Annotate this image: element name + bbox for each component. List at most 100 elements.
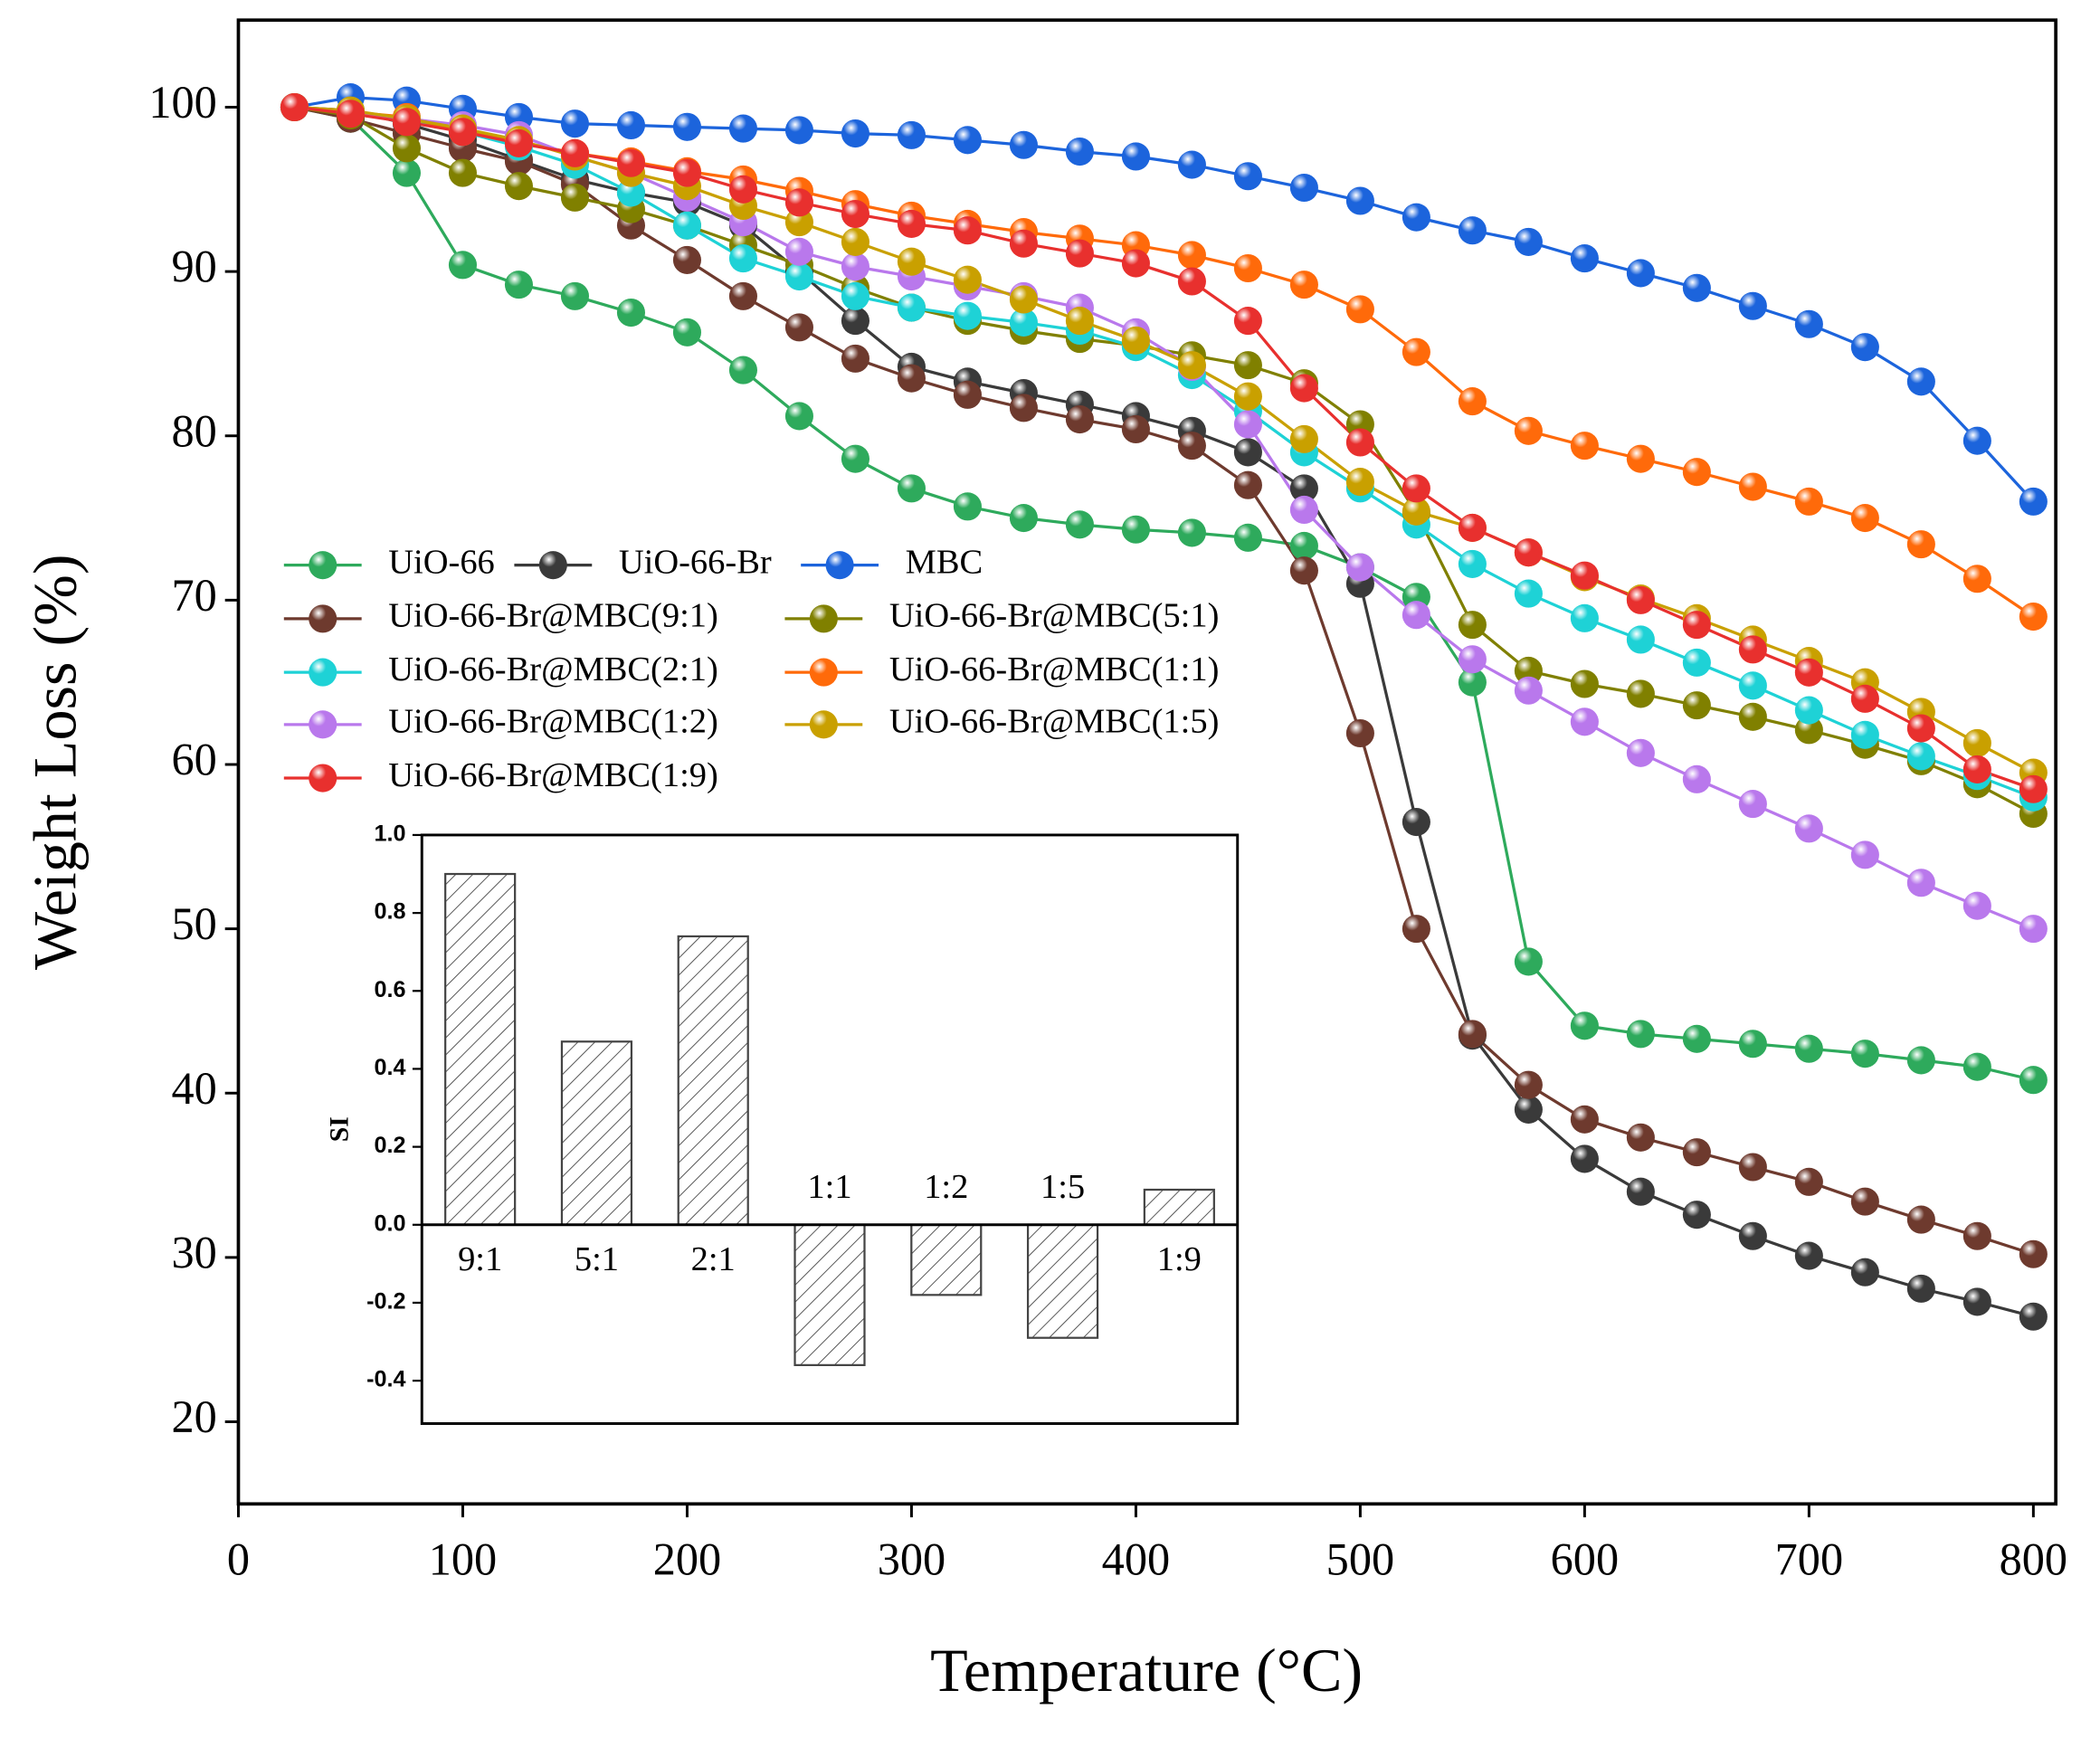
y-tick-label: 60 (171, 735, 216, 785)
data-point (560, 138, 589, 167)
data-point (1402, 337, 1430, 366)
data-point (953, 301, 982, 330)
data-point (1514, 416, 1543, 445)
data-point (1850, 684, 1879, 713)
data-point (1682, 1201, 1711, 1230)
legend-marker (309, 658, 337, 687)
data-point (1233, 307, 1262, 336)
data-point (1345, 718, 1374, 748)
legend-marker (309, 764, 337, 793)
data-point (1626, 1123, 1655, 1152)
data-point (1906, 714, 1935, 743)
data-point (1682, 611, 1711, 640)
data-point (1682, 458, 1711, 487)
data-point (1402, 915, 1430, 944)
data-point (1233, 351, 1262, 380)
data-point (2019, 774, 2048, 803)
bar (1143, 1188, 1215, 1226)
legend-label: UiO-66 (388, 544, 495, 582)
legend-label: UiO-66-Br (619, 544, 772, 582)
data-point (1906, 367, 1935, 396)
data-point (1402, 474, 1430, 503)
data-point (1682, 691, 1711, 720)
data-point (2019, 1302, 2048, 1331)
data-point (1962, 755, 1991, 783)
data-point (1794, 658, 1823, 687)
data-point (1177, 518, 1206, 547)
data-point (1682, 648, 1711, 677)
data-point (1289, 495, 1318, 525)
data-point (1009, 229, 1038, 258)
inset-frame (420, 833, 1240, 1425)
data-point (448, 158, 478, 187)
bar (793, 1223, 866, 1366)
legend-label: UiO-66-Br@MBC(9:1) (388, 597, 718, 635)
data-point (1570, 244, 1599, 273)
data-point (1850, 840, 1879, 869)
data-point (1177, 432, 1206, 460)
y-tick-label: 50 (171, 898, 216, 949)
data-point (897, 293, 926, 322)
data-point (1962, 426, 1991, 455)
data-point (504, 128, 534, 157)
data-point (841, 444, 869, 473)
bar-category-label: 2:1 (691, 1240, 736, 1278)
legend-marker (825, 551, 854, 580)
data-point (504, 271, 534, 299)
data-point (1962, 728, 1991, 757)
data-point (1009, 394, 1038, 423)
data-point (1345, 468, 1374, 497)
data-point (672, 112, 701, 141)
data-point (1289, 173, 1318, 203)
data-point (1345, 553, 1374, 582)
data-point (1289, 374, 1318, 403)
data-point (728, 356, 757, 385)
inset-y-tick-label: 0.2 (375, 1133, 406, 1158)
data-point (1794, 716, 1823, 745)
data-point (1682, 1138, 1711, 1167)
data-point (1962, 891, 1991, 920)
legend-label: UiO-66-Br@MBC(1:2) (388, 703, 718, 741)
data-point (897, 474, 926, 503)
data-point (1514, 947, 1543, 976)
data-point (841, 344, 869, 373)
data-point (1121, 414, 1150, 444)
data-point (1458, 513, 1487, 542)
data-point (1850, 1187, 1879, 1216)
bar-category-label: 1:2 (924, 1168, 968, 1206)
x-tick-label: 700 (1775, 1533, 1843, 1584)
data-point (1289, 531, 1318, 560)
data-point (2019, 1066, 2048, 1095)
data-point (1121, 515, 1150, 544)
data-point (1458, 216, 1487, 245)
bar-category-label: 1:9 (1157, 1240, 1202, 1278)
data-point (1345, 295, 1374, 324)
legend-marker (809, 710, 838, 739)
data-point (616, 148, 645, 177)
data-point (1626, 585, 1655, 614)
inset-y-tick-label: -0.2 (366, 1289, 405, 1315)
data-point (1626, 738, 1655, 767)
bar-category-label: 1:1 (807, 1168, 851, 1206)
legend-label: UiO-66-Br@MBC(1:9) (388, 756, 718, 794)
data-point (336, 100, 366, 128)
data-point (1289, 424, 1318, 453)
data-point (1906, 742, 1935, 771)
data-point (1906, 1274, 1935, 1303)
data-point (1402, 203, 1430, 232)
data-point (1626, 444, 1655, 473)
data-point (1402, 497, 1430, 526)
data-point (1738, 1221, 1767, 1250)
data-point (953, 492, 982, 521)
data-point (1626, 625, 1655, 654)
data-point (728, 114, 757, 143)
data-point (1794, 1241, 1823, 1270)
data-point (1794, 814, 1823, 843)
data-point (1738, 1153, 1767, 1182)
data-point (784, 188, 813, 217)
data-point (1514, 1070, 1543, 1099)
data-point (1570, 432, 1599, 460)
data-point (1738, 1030, 1767, 1059)
data-point (1177, 351, 1206, 380)
